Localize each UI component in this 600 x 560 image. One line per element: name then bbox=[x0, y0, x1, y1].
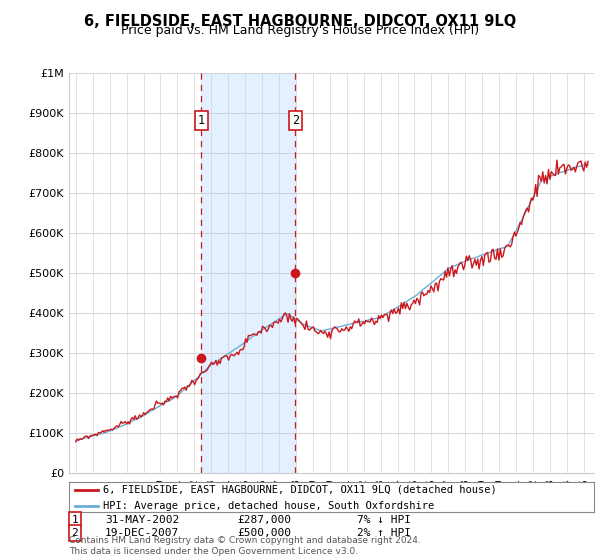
Text: 19-DEC-2007: 19-DEC-2007 bbox=[105, 528, 179, 538]
Text: Contains HM Land Registry data © Crown copyright and database right 2024.
This d: Contains HM Land Registry data © Crown c… bbox=[69, 536, 421, 556]
Text: £500,000: £500,000 bbox=[237, 528, 291, 538]
Text: HPI: Average price, detached house, South Oxfordshire: HPI: Average price, detached house, Sout… bbox=[103, 501, 434, 511]
Text: Price paid vs. HM Land Registry's House Price Index (HPI): Price paid vs. HM Land Registry's House … bbox=[121, 24, 479, 37]
Text: 2: 2 bbox=[71, 528, 79, 538]
Text: 7% ↓ HPI: 7% ↓ HPI bbox=[357, 515, 411, 525]
Text: 2: 2 bbox=[292, 114, 299, 127]
Text: 1: 1 bbox=[198, 114, 205, 127]
Text: 31-MAY-2002: 31-MAY-2002 bbox=[105, 515, 179, 525]
Text: 2% ↑ HPI: 2% ↑ HPI bbox=[357, 528, 411, 538]
Text: 1: 1 bbox=[71, 515, 79, 525]
Bar bbox=[201, 73, 295, 473]
Text: £287,000: £287,000 bbox=[237, 515, 291, 525]
Text: 6, FIELDSIDE, EAST HAGBOURNE, DIDCOT, OX11 9LQ (detached house): 6, FIELDSIDE, EAST HAGBOURNE, DIDCOT, OX… bbox=[103, 485, 497, 495]
Text: 6, FIELDSIDE, EAST HAGBOURNE, DIDCOT, OX11 9LQ: 6, FIELDSIDE, EAST HAGBOURNE, DIDCOT, OX… bbox=[84, 14, 516, 29]
